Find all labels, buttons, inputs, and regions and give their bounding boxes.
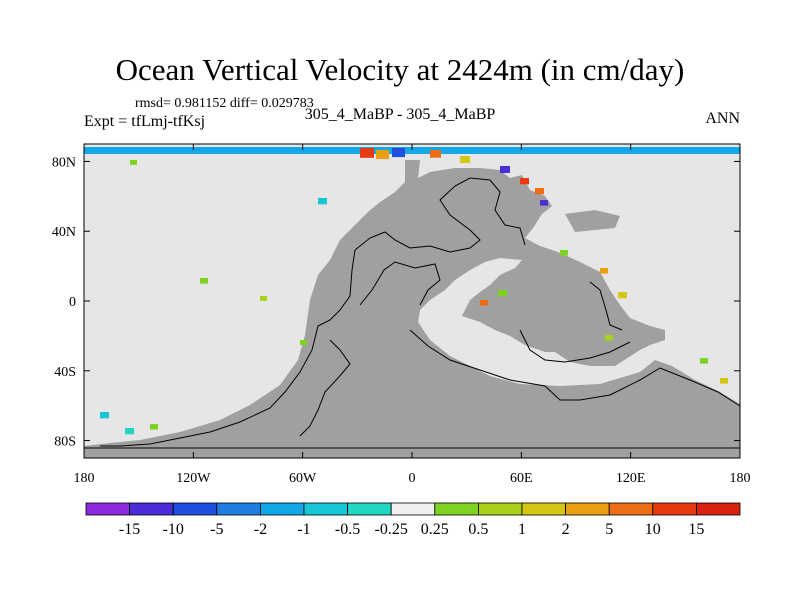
colorbar-swatch [216,502,261,516]
colorbar-swatch [477,502,523,516]
y-tick-label: 80N [52,155,76,170]
velocity-patch [300,340,307,345]
velocity-patch [720,378,728,384]
colorbar-label: -10 [163,521,184,538]
colorbar-label: -5 [210,521,223,538]
x-tick-label: 60E [510,471,533,486]
velocity-patch [392,148,405,158]
experiment-label: Expt = tfLmj-tfKsj [84,113,206,130]
velocity-patch [430,150,441,158]
velocity-patch [318,198,327,205]
colorbar-label: 5 [605,521,613,538]
velocity-patch [535,188,544,195]
season-label: ANN [705,110,740,127]
velocity-patch [376,150,389,160]
velocity-patch [605,335,613,341]
colorbar-label: -0.25 [375,521,408,538]
x-tick-label: 180 [730,471,751,486]
coastline-outlines [84,177,741,449]
colorbar-label: 10 [645,521,661,538]
colorbar-label: 15 [688,521,704,538]
colorbar-swatch [608,502,654,516]
x-tick-label: 120W [176,471,211,486]
colorbar-swatch [652,502,697,516]
velocity-patch [200,278,208,284]
stats-label: rmsd= 0.981152 diff= 0.029783 [135,96,314,111]
colorbar-label: 0.25 [421,521,449,538]
y-tick-label: 0 [69,295,76,310]
x-tick-label: 120E [616,471,646,486]
colorbar-label: -0.5 [335,521,360,538]
velocity-patch [520,178,529,185]
velocity-patch [500,166,510,173]
y-tick-label: 80S [54,435,76,450]
velocity-patch [260,296,267,301]
colorbar-swatch [565,502,610,516]
colorbar-swatch [434,502,479,516]
velocity-patch [130,160,137,165]
x-tick-label: 180 [74,471,95,486]
colorbar-swatch [696,502,741,516]
land-mass-east [565,210,620,232]
velocity-patch [360,148,374,158]
colorbar: -15 -10 -5 -2 -1 -0.5 -0.25 0.25 0.5 1 2 5 10 15 [85,502,741,538]
velocity-patch [100,412,109,419]
velocity-patch [600,268,608,274]
colorbar-swatch [85,502,130,516]
velocity-patch [540,200,548,206]
velocity-features [84,147,740,435]
colorbar-swatch [303,502,348,516]
colorbar-label: 1 [518,521,526,538]
colorbar-label: -2 [254,521,267,538]
velocity-patch [700,358,708,364]
colorbar-label: -1 [297,521,310,538]
colorbar-swatch [259,502,305,516]
colorbar-label: -15 [119,521,140,538]
land-mass [84,160,740,458]
colorbar-label: 2 [562,521,570,538]
chart-title: Ocean Vertical Velocity at 2424m (in cm/… [115,52,685,87]
velocity-patch [618,292,627,299]
colorbar-swatch [521,502,566,516]
velocity-patch [480,300,488,306]
y-tick-label: 40S [54,365,76,380]
colorbar-swatch [390,502,436,516]
colorbar-swatch [347,502,392,516]
velocity-patch [460,156,470,163]
colorbar-swatch [129,502,174,516]
velocity-patch [560,250,568,256]
velocity-patch [125,428,134,435]
polar-band [84,147,740,154]
period-label: 305_4_MaBP - 305_4_MaBP [304,106,496,123]
colorbar-swatch [172,502,218,516]
axes: 180 120W 60W 0 60E 120E 180 80N 40N 0 40S 80S [52,144,751,486]
velocity-patch [498,290,507,297]
x-tick-label: 0 [409,471,416,486]
colorbar-label: 0.5 [468,521,488,538]
land-mass-island [585,280,612,330]
velocity-patch [150,424,158,430]
y-tick-label: 40N [52,225,76,240]
x-tick-label: 60W [289,471,317,486]
